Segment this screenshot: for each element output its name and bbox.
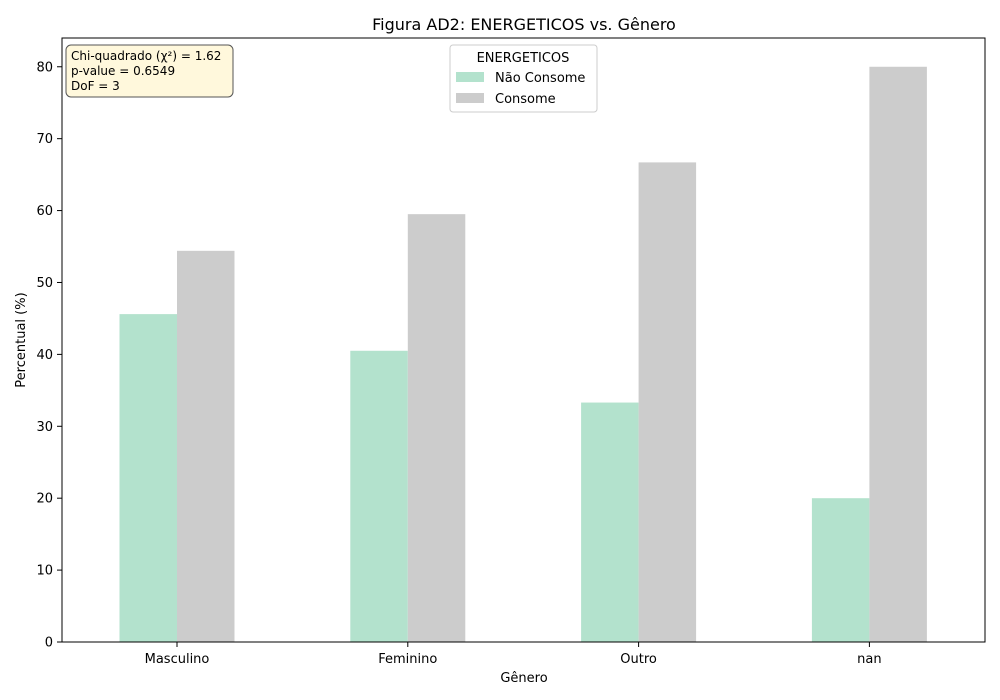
y-tick-label-0: 0 [45,636,53,651]
legend-swatch-nao-consome [456,72,484,82]
plot-frame [61,37,986,643]
plot-area: 0 10 20 30 40 50 60 70 80 Masculino Feminino Outro n… [36,60,927,667]
y-axis-label: Percentual (%) [14,292,29,387]
y-tick-label-10: 10 [36,564,53,579]
bar-nao-consome-masculino [119,314,177,642]
stats-box: Chi-quadrado (χ²) = 1.62 p-value = 0.654… [65,44,234,98]
y-tick-label-50: 50 [36,276,53,291]
legend-swatch-consome [456,93,484,103]
stats-line-pvalue: p-value = 0.6549 [71,64,175,78]
bar-nao-consome-feminino [350,350,408,642]
y-tick-label-60: 60 [36,204,53,219]
bar-nao-consome-nan [811,498,870,642]
legend-title: ENERGETICOS [477,51,570,66]
x-tick-label-outro: Outro [620,652,657,667]
y-tick-label-40: 40 [36,348,53,363]
bar-consome-nan [869,66,927,642]
legend-label-consome: Consome [495,92,556,107]
bar-consome-outro [638,162,697,642]
x-tick-label-nan: nan [857,652,881,667]
stats-box-frame [65,44,234,98]
stats-line-dof: DoF = 3 [71,79,120,93]
bar-consome-feminino [407,214,466,642]
y-tick-label-80: 80 [36,60,53,75]
stats-line-chi: Chi-quadrado (χ²) = 1.62 [71,49,221,63]
y-tick-label-20: 20 [36,492,53,507]
y-tick-label-30: 30 [36,420,53,435]
bar-consome-masculino [177,250,235,643]
x-axis-label: Gênero [500,671,547,686]
bar-nao-consome-outro [581,402,639,642]
x-tick-label-feminino: Feminino [378,652,437,667]
legend: ENERGETICOS Não Consome Consome [449,44,598,113]
y-tick-label-70: 70 [36,132,53,147]
chart-title: Figura AD2: ENERGETICOS vs. Gênero [372,15,676,34]
legend-frame [449,44,598,113]
x-tick-label-masculino: Masculino [145,652,210,667]
legend-label-nao-consome: Não Consome [495,71,585,86]
